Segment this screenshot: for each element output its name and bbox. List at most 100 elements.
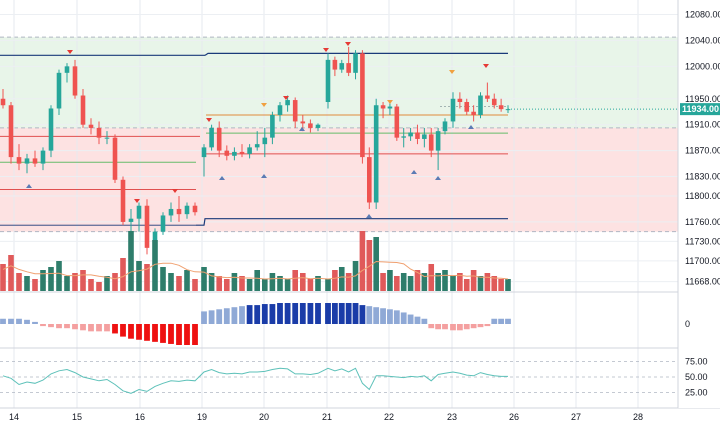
candle-body (88, 124, 94, 128)
candle-body (339, 63, 345, 70)
candle-body (353, 53, 358, 73)
volume-bar (152, 240, 158, 291)
volume-bar (373, 237, 379, 291)
volume-bar (16, 273, 22, 291)
buy-marker (468, 125, 474, 129)
rsi-line (2, 367, 508, 394)
volume-bar (160, 267, 166, 291)
time-axis: 14 15 16 19 20 21 22 23 26 27 28 (9, 412, 643, 422)
candlestick-series (0, 46, 511, 255)
volume-bar (435, 273, 441, 291)
volume-bar (112, 273, 118, 291)
time-tick-label: 16 (135, 412, 145, 422)
candle-body (16, 157, 22, 164)
oscillator-bar (359, 305, 366, 324)
oscillator-bar (331, 303, 338, 324)
volume-bar (325, 279, 331, 291)
time-tick-label: 15 (72, 412, 82, 422)
oscillator-bar (120, 324, 126, 337)
volume-bar (80, 270, 86, 291)
price-tick-label: 12080.00 (685, 9, 720, 19)
oscillator-tick-label: 0 (685, 319, 690, 329)
volume-bar (400, 273, 407, 291)
time-tick-label: 14 (9, 412, 19, 422)
oscillator-bar (72, 324, 78, 330)
oscillator-bar (505, 318, 511, 324)
volume-bar (394, 276, 400, 291)
current-price-label: 11934.00 (682, 104, 719, 114)
candle-body (254, 144, 260, 148)
oscillator-bar (144, 324, 150, 341)
volume-bar (184, 270, 190, 291)
candle-body (277, 105, 283, 115)
candle-body (144, 205, 150, 248)
candle-body (360, 53, 365, 158)
sell-marker (323, 48, 329, 52)
candle-body (485, 95, 490, 99)
volume-bar (450, 276, 456, 291)
sell-marker (345, 42, 351, 46)
volume-bar (380, 273, 386, 291)
rsi-tick-label: 50.00 (685, 372, 708, 382)
candle-body (308, 123, 313, 128)
oscillator-bar (152, 324, 158, 342)
oscillator-bar (168, 324, 174, 344)
time-tick-label: 23 (447, 412, 457, 422)
oscillator-bar (277, 303, 283, 324)
oscillator-bar (104, 324, 110, 332)
volume-bar (136, 261, 142, 291)
price-tick-label: 11730.00 (685, 236, 720, 246)
buy-marker (435, 176, 441, 180)
oscillator-bar (136, 324, 142, 340)
oscillator-bar (456, 324, 463, 331)
volume-bar (300, 273, 306, 291)
oscillator-bar (64, 324, 70, 329)
candle-body (346, 63, 351, 73)
volume-bar (254, 270, 260, 291)
volume-bar (477, 276, 484, 291)
candle-body (373, 105, 379, 203)
price-tick-label: 11760.00 (685, 217, 720, 227)
candle-body (8, 105, 14, 158)
oscillator-bar (338, 303, 345, 324)
volume-bar (176, 276, 182, 291)
price-axis-background (678, 0, 720, 408)
volume-bar (24, 276, 30, 291)
candle-body (415, 132, 420, 139)
oscillator-bar (428, 324, 435, 329)
candle-body (366, 157, 372, 203)
candle-body (128, 218, 134, 222)
oscillator-bar (8, 318, 14, 324)
candle-body (192, 205, 198, 213)
price-tick-label: 11700.00 (685, 256, 720, 266)
candle-body (450, 98, 456, 122)
sell-marker (283, 96, 289, 100)
volume-bar (292, 270, 298, 291)
volume-bar (120, 258, 126, 291)
oscillator-bar (208, 310, 215, 324)
volume-bar (414, 270, 421, 291)
time-tick-label: 26 (509, 412, 519, 422)
volume-bar (201, 267, 207, 291)
oscillator-bar (160, 324, 166, 343)
time-tick-label: 21 (322, 412, 332, 422)
price-tick-label: 11800.00 (685, 191, 720, 201)
oscillator-bar (96, 324, 102, 332)
candle-body (478, 95, 483, 115)
volume-bar (428, 264, 435, 291)
buy-marker (261, 174, 267, 178)
candle-body (104, 137, 110, 139)
volume-bar (498, 279, 504, 291)
oscillator-bar (201, 311, 207, 324)
candle-body (209, 127, 214, 148)
oscillator-bar (366, 306, 373, 324)
candle-body (239, 151, 245, 154)
oscillator-bar (292, 303, 299, 324)
oscillator-bar (491, 318, 498, 324)
candle-body (300, 121, 306, 124)
candle-body (435, 131, 441, 151)
oscillator-bar (463, 324, 470, 330)
volume-bar (208, 273, 215, 291)
oscillator-bar (450, 324, 456, 331)
